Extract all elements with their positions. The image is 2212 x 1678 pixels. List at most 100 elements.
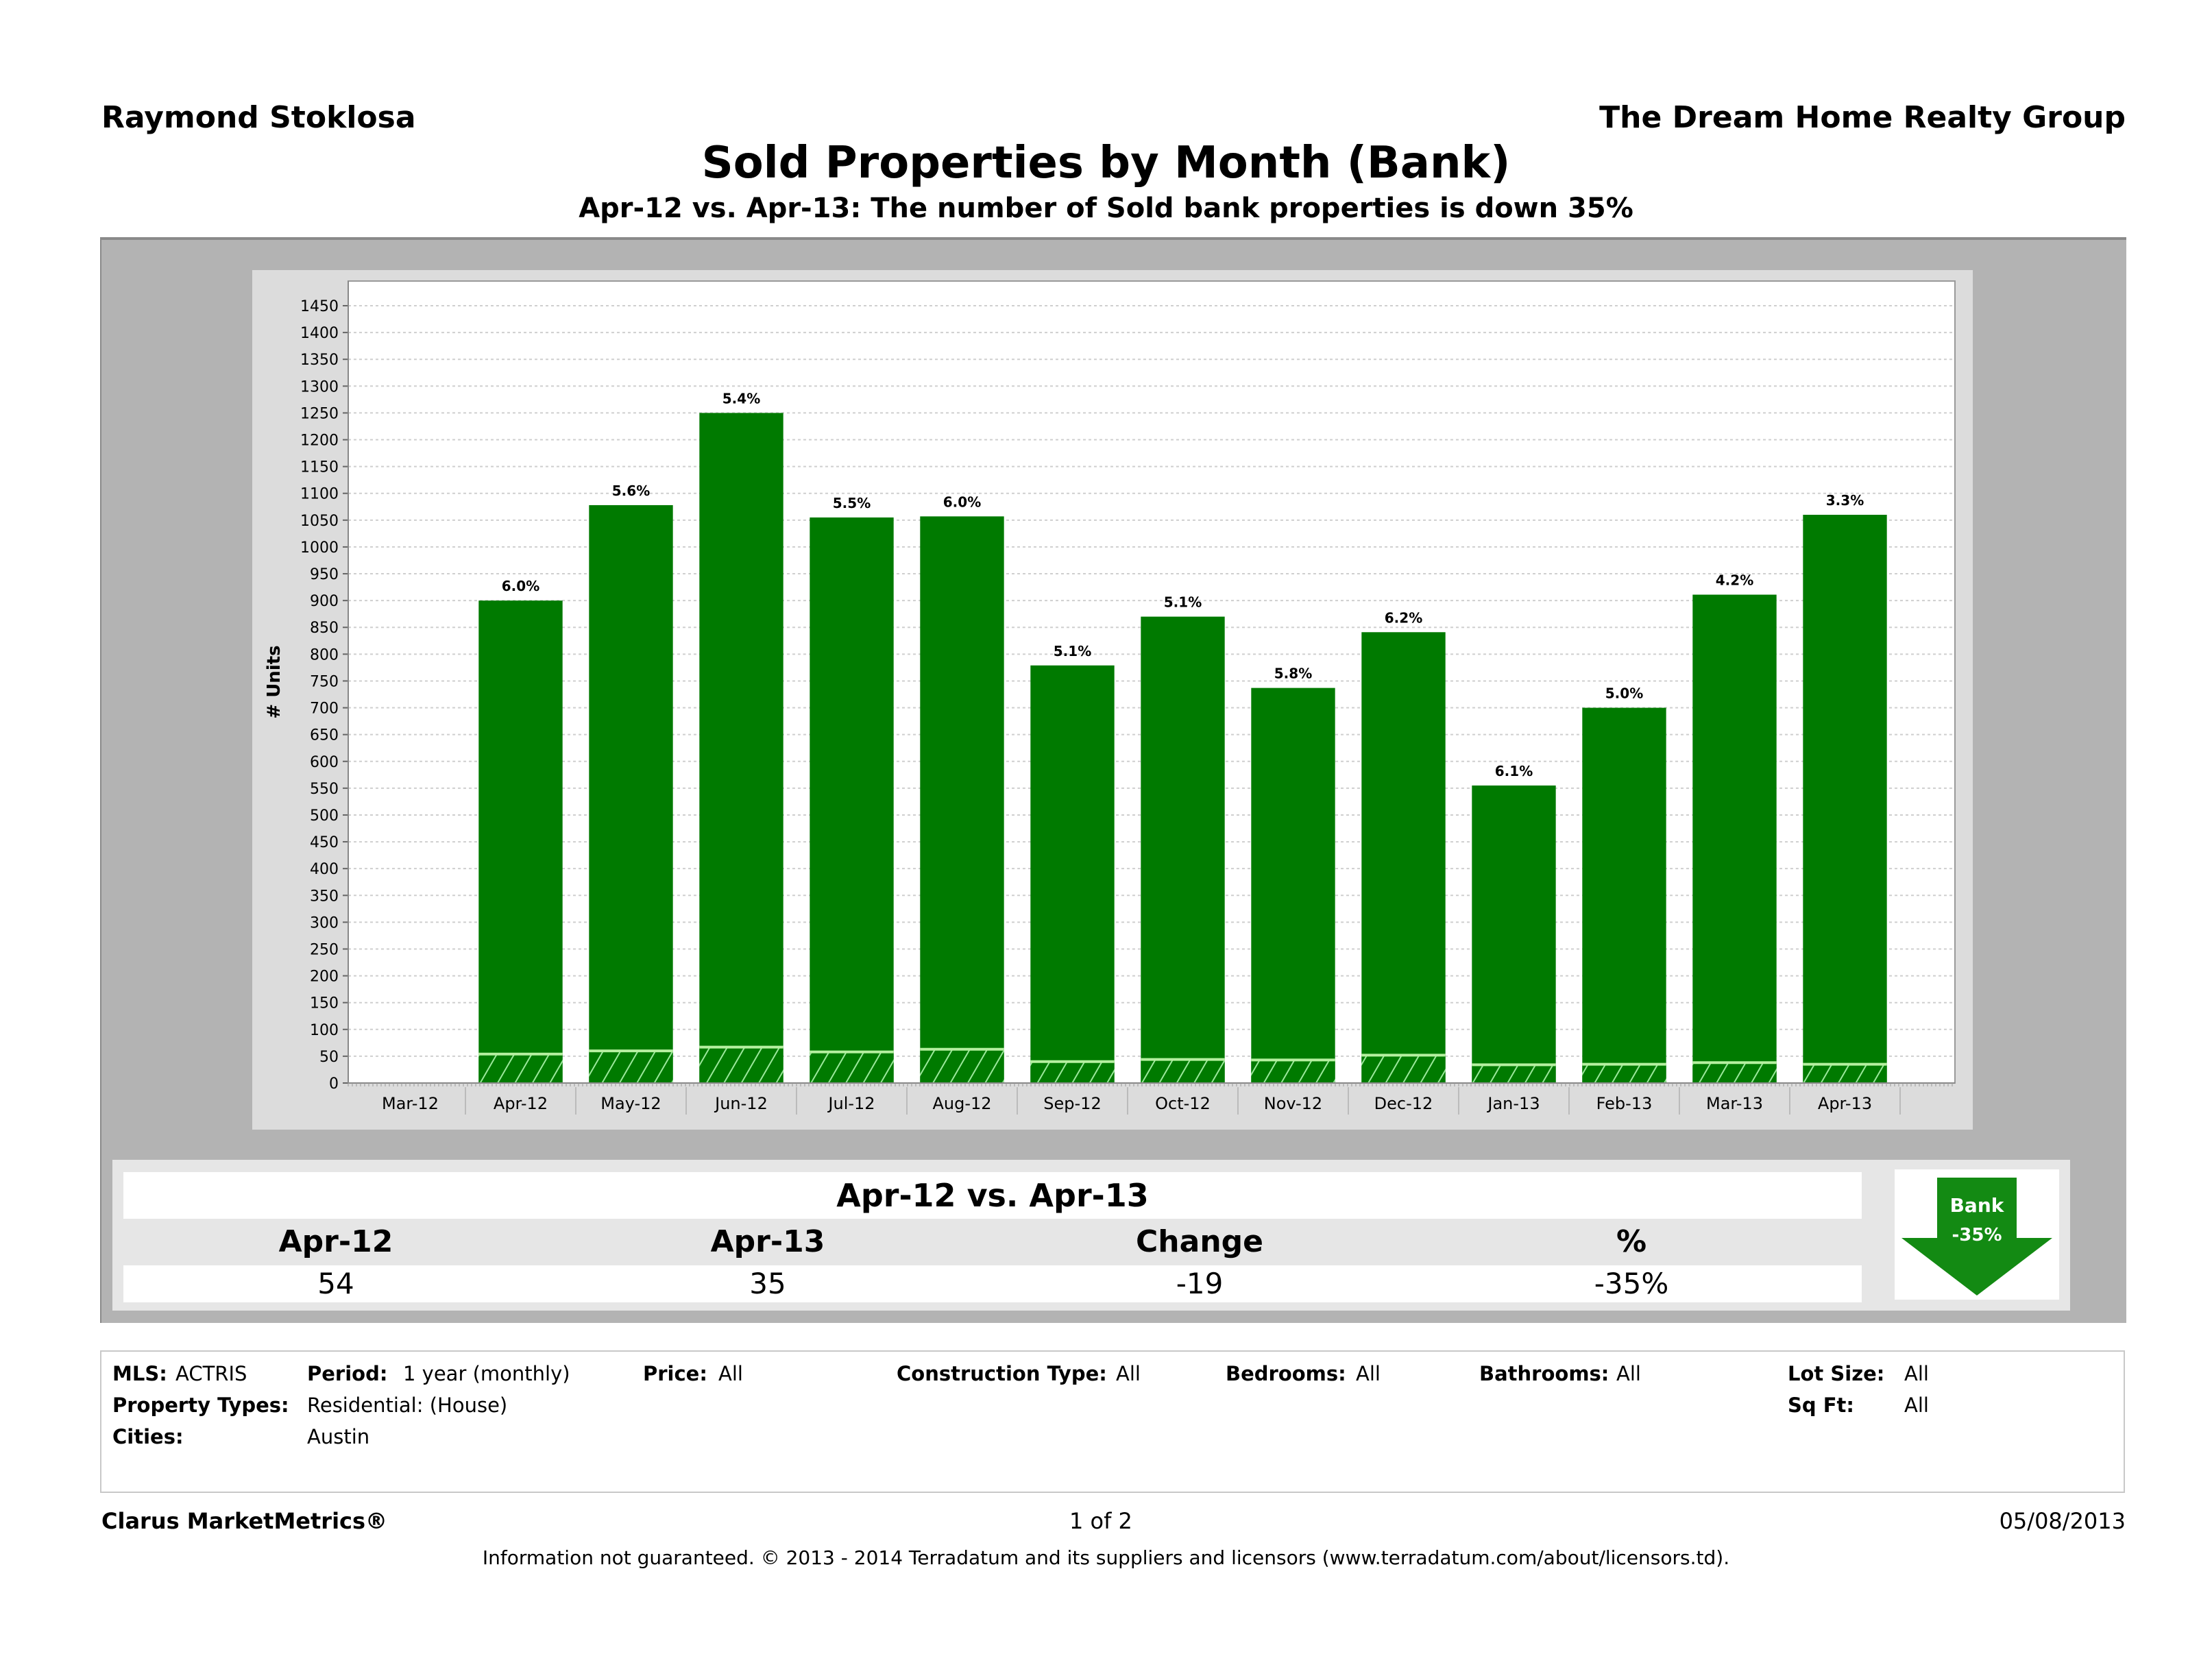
report-title: Sold Properties by Month (Bank) (701, 138, 1511, 189)
y-tick-label: 1150 (300, 459, 339, 476)
cities-value: Austin (307, 1425, 370, 1448)
value-percent: -35% (1594, 1267, 1669, 1300)
bar-total-Mar-13 (1692, 594, 1777, 1083)
y-tick-label: 1250 (300, 405, 339, 422)
bar-bank-May-12 (589, 1051, 673, 1083)
report-date: 05/08/2013 (1999, 1508, 2126, 1534)
bar-bank-Sep-12 (1030, 1061, 1115, 1083)
bar-total-Apr-13 (1803, 515, 1887, 1083)
price-label: Price: (643, 1362, 707, 1385)
value-apr-13: 35 (749, 1267, 786, 1300)
data-label: 4.2% (1716, 572, 1753, 589)
x-tick-label: Oct-12 (1155, 1094, 1211, 1113)
property-types-label: Property Types: (112, 1394, 289, 1417)
bathrooms-value: All (1616, 1362, 1641, 1385)
y-tick-label: 400 (310, 861, 339, 878)
header-change: Change (1136, 1224, 1263, 1259)
y-tick-label: 1300 (300, 378, 339, 396)
y-tick-label: 0 (329, 1075, 339, 1093)
report-subtitle: Apr-12 vs. Apr-13: The number of Sold ba… (579, 193, 1633, 224)
bar-bank-Jan-13 (1472, 1065, 1556, 1083)
data-label: 5.1% (1164, 594, 1202, 611)
header-apr-13: Apr-13 (710, 1224, 825, 1259)
bar-bank-Nov-12 (1251, 1060, 1335, 1083)
lotsize-value: All (1904, 1362, 1929, 1385)
y-tick-label: 1450 (300, 298, 339, 315)
lotsize-label: Lot Size: (1788, 1362, 1885, 1385)
bedrooms-value: All (1356, 1362, 1381, 1385)
data-label: 5.1% (1054, 643, 1091, 659)
bar-bank-Apr-13 (1803, 1064, 1887, 1083)
bar-bank-Apr-12 (478, 1054, 563, 1083)
y-tick-label: 500 (310, 807, 339, 825)
bar-bank-Jun-12 (699, 1047, 783, 1083)
data-label: 6.1% (1495, 763, 1533, 779)
bar-total-Sep-12 (1030, 665, 1115, 1083)
cities-label: Cities: (112, 1425, 184, 1448)
period-value: 1 year (monthly) (403, 1362, 570, 1385)
bar-total-Feb-13 (1582, 707, 1666, 1083)
brand-name: Clarus MarketMetrics® (101, 1508, 388, 1534)
bar-bank-Jul-12 (810, 1051, 894, 1083)
header-percent: % (1616, 1224, 1647, 1259)
y-tick-label: 300 (310, 914, 339, 932)
y-tick-label: 550 (310, 781, 339, 798)
x-tick-label: Mar-12 (382, 1094, 439, 1113)
agent-name: Raymond Stoklosa (101, 100, 416, 135)
bar-bank-Aug-12 (920, 1049, 1004, 1083)
page-number: 1 of 2 (1069, 1508, 1132, 1534)
y-tick-label: 650 (310, 727, 339, 744)
x-tick-label: Feb-13 (1596, 1094, 1653, 1113)
x-tick-label: May-12 (600, 1094, 661, 1113)
company-name: The Dream Home Realty Group (1599, 100, 2126, 135)
y-tick-label: 450 (310, 834, 339, 851)
construction-value: All (1116, 1362, 1141, 1385)
y-tick-label: 200 (310, 969, 339, 986)
x-tick-label: Jun-12 (714, 1094, 768, 1113)
data-label: 6.0% (502, 578, 539, 594)
data-label: 5.5% (833, 495, 871, 511)
x-tick-label: Mar-13 (1706, 1094, 1763, 1113)
data-label: 5.6% (612, 483, 650, 499)
x-tick-label: Dec-12 (1374, 1094, 1433, 1113)
summary-table: Apr-12 vs. Apr-13 Apr-12 Apr-13 Change %… (112, 1160, 2070, 1311)
data-label: 6.2% (1385, 609, 1422, 626)
y-tick-label: 700 (310, 701, 339, 718)
data-label: 3.3% (1826, 492, 1864, 509)
y-tick-label: 100 (310, 1022, 339, 1039)
down-arrow-icon: Bank -35% (1901, 1178, 2052, 1296)
bar-total-Dec-12 (1361, 632, 1446, 1083)
y-tick-label: 750 (310, 673, 339, 690)
y-tick-label: 50 (319, 1049, 339, 1066)
badge-value: -35% (1952, 1225, 2002, 1245)
y-tick-label: 950 (310, 566, 339, 583)
summary-values-row: 54 35 -19 -35% (123, 1265, 1862, 1302)
mls-value: ACTRIS (175, 1362, 247, 1385)
period-label: Period: (307, 1362, 388, 1385)
x-tick-label: Jul-12 (827, 1094, 875, 1113)
data-label: 5.0% (1605, 685, 1643, 702)
x-tick-label: Apr-12 (494, 1094, 548, 1113)
bar-bank-Dec-12 (1361, 1055, 1446, 1083)
sqft-value: All (1904, 1394, 1929, 1417)
bar-bank-Feb-13 (1582, 1064, 1666, 1083)
y-tick-label: 1000 (300, 539, 339, 557)
header-apr-12: Apr-12 (278, 1224, 393, 1259)
summary-title: Apr-12 vs. Apr-13 (123, 1172, 1862, 1219)
construction-label: Construction Type: (897, 1362, 1107, 1385)
bar-total-Jul-12 (810, 517, 894, 1083)
x-tick-label: Aug-12 (932, 1094, 991, 1113)
bar-total-Apr-12 (478, 600, 563, 1083)
bar-bank-Oct-12 (1141, 1059, 1225, 1083)
bathrooms-label: Bathrooms: (1479, 1362, 1609, 1385)
chart-container: 0 50 100 150 200 250 300 350 400 450 500 550 600 650 7… (252, 270, 1973, 1130)
x-tick-label: Sep-12 (1043, 1094, 1101, 1113)
property-types-value: Residential: (House) (307, 1394, 508, 1417)
bar-bank-Mar-13 (1692, 1062, 1777, 1083)
y-tick-label: 1050 (300, 513, 339, 530)
y-tick-label: 250 (310, 941, 339, 958)
bar-total-May-12 (589, 504, 673, 1083)
filter-criteria: MLS: ACTRIS Period: 1 year (monthly) Pri… (100, 1350, 2125, 1493)
data-label: 5.8% (1274, 666, 1312, 682)
y-tick-label: 800 (310, 646, 339, 664)
